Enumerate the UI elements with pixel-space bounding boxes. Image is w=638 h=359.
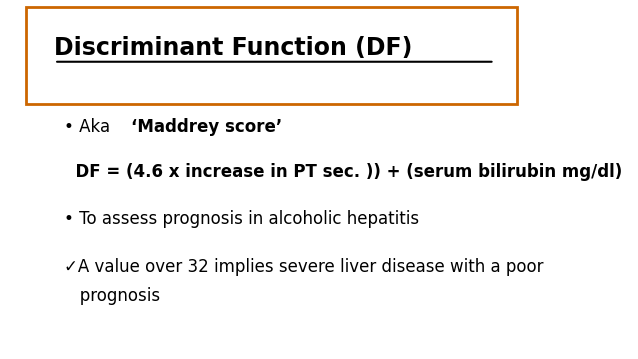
Text: • Aka: • Aka xyxy=(64,118,115,136)
FancyBboxPatch shape xyxy=(26,7,517,104)
Text: Discriminant Function (DF): Discriminant Function (DF) xyxy=(54,37,413,60)
Text: ✓A value over 32 implies severe liver disease with a poor: ✓A value over 32 implies severe liver di… xyxy=(64,258,544,276)
Text: • To assess prognosis in alcoholic hepatitis: • To assess prognosis in alcoholic hepat… xyxy=(64,210,419,228)
Text: prognosis: prognosis xyxy=(64,287,160,305)
Text: DF = (4.6 x increase in PT sec. )) + (serum bilirubin mg/dl): DF = (4.6 x increase in PT sec. )) + (se… xyxy=(64,163,622,181)
Text: ‘Maddrey score’: ‘Maddrey score’ xyxy=(131,118,282,136)
